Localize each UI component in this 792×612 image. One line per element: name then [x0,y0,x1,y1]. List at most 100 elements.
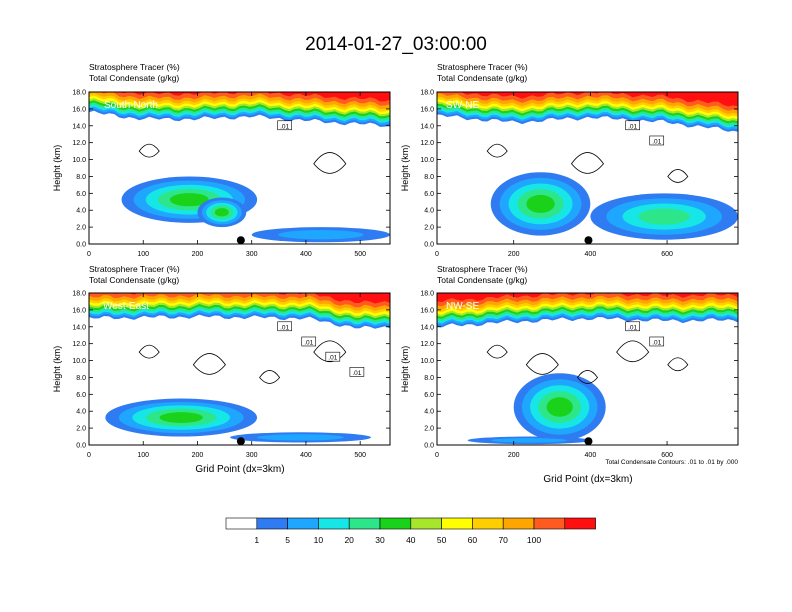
y-tick-label: 16.0 [72,307,86,314]
panel-west-east: Stratosphere Tracer (%) Total Condensate… [52,264,391,475]
x-tick-label: 200 [508,251,520,258]
y-tick-label: 0.0 [76,242,86,249]
y-tick-label: 14.0 [72,324,86,331]
y-tick-label: 2.0 [76,426,86,433]
heatmap-plot: .01 0.0 2.0 4.0 6.0 8.0 10.0 12.0 14.0 16.0 18.0 0 1… [72,90,391,258]
tracer-blob [526,194,555,213]
stratosphere-band [437,92,738,107]
x-tick-label: 500 [354,452,366,459]
contour-label: .01 [628,123,637,130]
heatmap-plot: .01 .01 0.0 2.0 4.0 6.0 8.0 10.0 12.0 14.0 16.0 18.… [420,90,739,258]
colorbar-swatch [502,517,535,530]
tracer-blob [257,434,344,441]
tracer-blob [278,230,364,240]
y-tick-label: 12.0 [72,140,86,147]
condensate-contour [138,143,347,174]
x-tick-label: 400 [300,251,312,258]
y-tick-label: 12.0 [72,341,86,348]
y-tick-label: 10.0 [72,358,86,365]
y-tick-label: 10.0 [72,157,86,164]
colorbar-swatch [256,517,288,530]
tracer-blob [638,208,690,225]
y-tick-label: 8.0 [76,375,86,382]
y-tick-label: 6.0 [76,392,86,399]
colorbar-swatch [441,517,473,530]
x-tick-label: 400 [300,452,312,459]
heatmap-plot: .01 .01 0.0 2.0 4.0 6.0 8.0 10.0 12.0 14.0 16.0 18.… [420,291,739,459]
y-axis-label: Height (km) [400,145,410,192]
colorbar-swatch [533,517,566,530]
plot-frame [88,91,391,245]
heatmap-plot: .01 .01 .01 .01 0.0 2.0 4.0 6.0 8.0 10.0 12.0 14.0 1… [72,291,391,459]
tracer-blob [159,412,203,423]
panel-nw-se: Stratosphere Tracer (%) Total Condensate… [400,264,739,485]
y-tick-label: 18.0 [72,291,86,298]
colorbar-swatch [225,517,258,530]
contour-label: .01 [280,123,289,130]
location-marker [236,437,245,446]
panel-label: NW-SE [446,301,479,312]
x-tick-label: 200 [192,251,204,258]
contour-label-box [277,321,292,332]
x-tick-label: 0 [87,452,91,459]
condensate-contour [138,340,347,384]
y-tick-label: 0.0 [424,443,434,450]
y-tick-label: 18.0 [420,291,434,298]
colorbar-label: 30 [375,535,385,545]
panel-title-line2: Total Condensate (g/kg) [89,73,179,83]
y-tick-label: 12.0 [420,140,434,147]
panel-title-line1: Stratosphere Tracer (%) [89,62,180,72]
location-marker [584,236,593,245]
y-tick-label: 10.0 [420,157,434,164]
y-tick-label: 4.0 [424,208,434,215]
x-tick-label: 200 [192,452,204,459]
colorbar-swatch [379,517,412,530]
contour-label-box [649,336,665,347]
panel-label: SW-NE [446,100,479,111]
contour-label: .01 [280,324,289,331]
x-tick-label: 400 [585,452,597,459]
contour-label: .01 [652,339,661,346]
colorbar-label: 40 [406,535,416,545]
y-tick-label: 18.0 [420,90,434,97]
contour-label: .01 [352,370,361,377]
contour-label-box [277,120,292,131]
tracer-blob [169,193,209,207]
x-tick-label: 600 [661,251,673,258]
y-axis-label: Height (km) [400,346,410,393]
colorbar-swatch [472,517,504,530]
colorbar-swatch [287,517,319,530]
contour-label-box [649,135,665,146]
x-tick-label: 500 [354,251,366,258]
x-tick-label: 300 [246,452,258,459]
contour-footnote: Total Condensate Contours: .01 to .01 by… [605,459,738,466]
plot-frame [436,292,739,446]
stratosphere-band [89,293,390,308]
condensate-contour [486,143,689,183]
y-tick-label: 8.0 [424,174,434,181]
stratosphere-band [89,92,390,106]
x-tick-label: 100 [137,452,149,459]
y-tick-label: 14.0 [420,123,434,130]
y-tick-label: 8.0 [76,174,86,181]
contour-label: .01 [652,138,661,145]
x-tick-label: 400 [585,251,597,258]
x-tick-label: 0 [435,452,439,459]
y-tick-label: 6.0 [424,392,434,399]
contour-label: .01 [304,339,313,346]
panel-title-line1: Stratosphere Tracer (%) [437,62,528,72]
colorbar-legend: 1 5 10 20 30 40 50 60 70 100 [225,517,596,545]
colorbar-label: 50 [437,535,447,545]
contour-label-box [325,351,341,362]
panel-sw-ne: Stratosphere Tracer (%) Total Condensate… [400,62,739,258]
tracer-blob [491,438,567,443]
colorbar-label: 60 [468,535,478,545]
colorbar-swatch [318,517,350,530]
tracer-blob [214,208,229,217]
y-tick-label: 8.0 [424,375,434,382]
colorbar-label: 100 [527,535,541,545]
contour-label-box [349,367,365,377]
contour-label: .01 [628,324,637,331]
y-tick-label: 18.0 [72,90,86,97]
